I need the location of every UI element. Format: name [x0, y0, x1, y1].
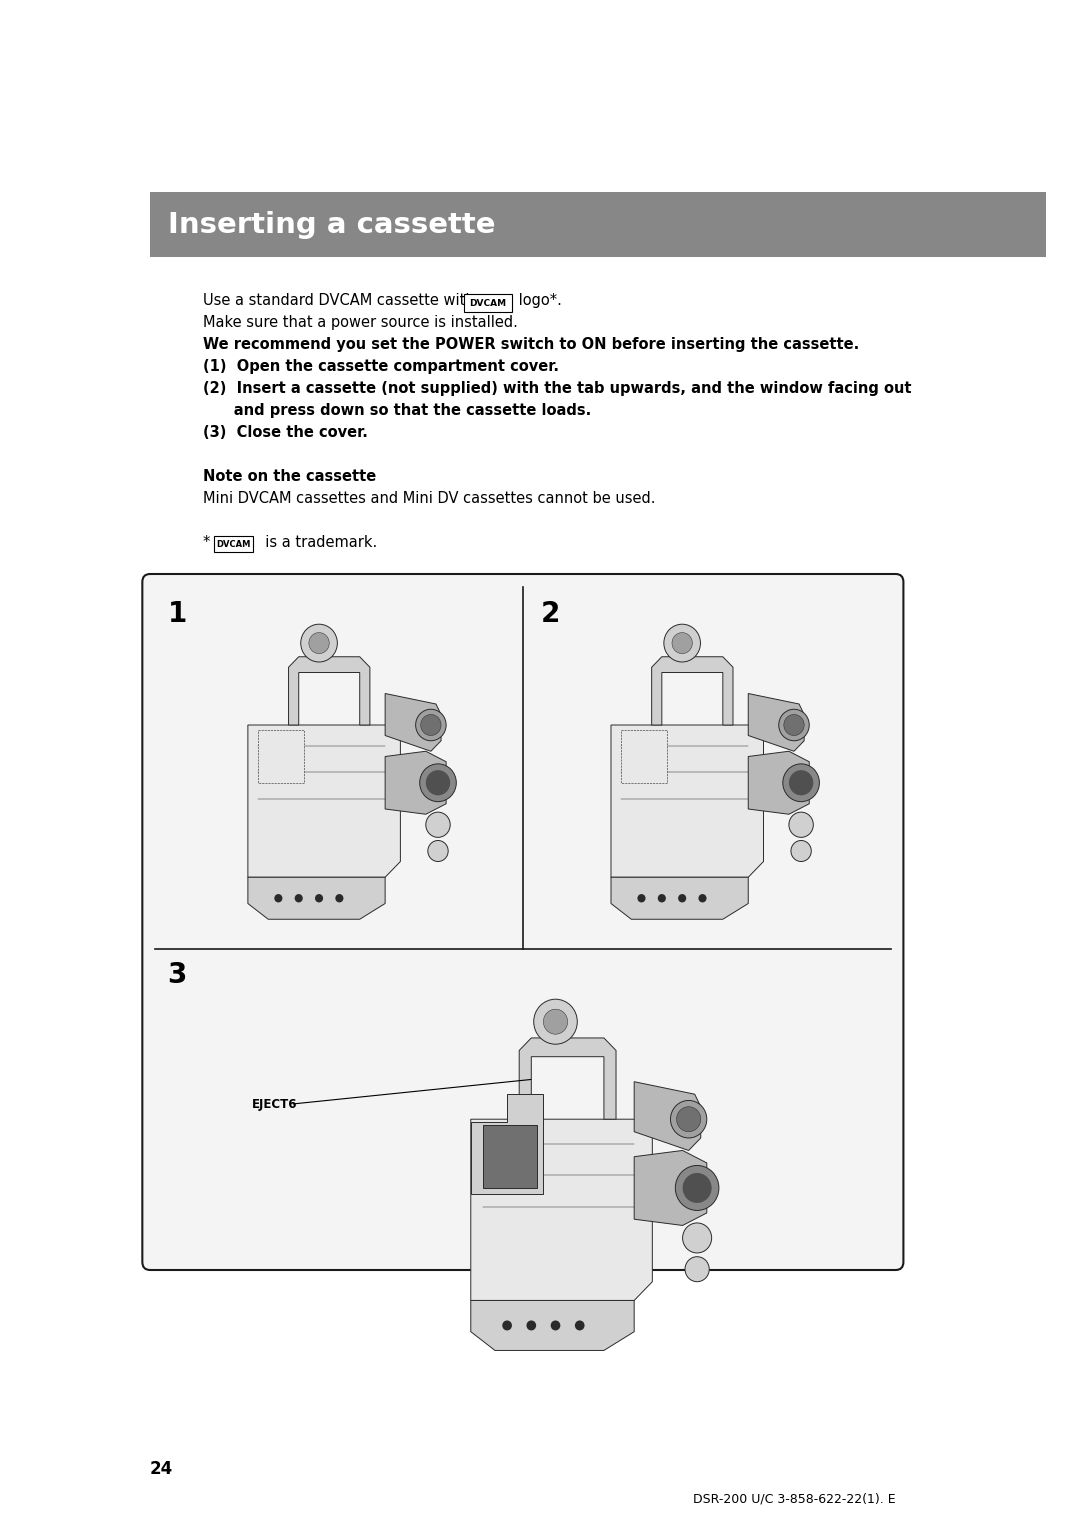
Circle shape	[575, 1320, 584, 1331]
Polygon shape	[471, 1094, 543, 1195]
Circle shape	[779, 709, 809, 741]
Polygon shape	[634, 1082, 701, 1151]
Circle shape	[426, 813, 450, 837]
Text: is a trademark.: is a trademark.	[256, 535, 377, 550]
Text: (1)  Open the cassette compartment cover.: (1) Open the cassette compartment cover.	[203, 359, 559, 374]
Circle shape	[683, 1174, 712, 1203]
Circle shape	[309, 633, 329, 654]
Polygon shape	[471, 1300, 634, 1351]
Bar	[483, 1126, 538, 1187]
Circle shape	[791, 840, 811, 862]
Text: (2)  Insert a cassette (not supplied) with the tab upwards, and the window facin: (2) Insert a cassette (not supplied) wit…	[203, 380, 912, 396]
Circle shape	[428, 840, 448, 862]
Circle shape	[551, 1320, 561, 1331]
Circle shape	[678, 894, 686, 903]
Circle shape	[300, 625, 337, 662]
Text: Make sure that a power source is installed.: Make sure that a power source is install…	[203, 315, 518, 330]
Bar	[258, 730, 303, 782]
Circle shape	[335, 894, 343, 903]
Circle shape	[658, 894, 666, 903]
FancyBboxPatch shape	[143, 575, 903, 1270]
Text: DVCAM: DVCAM	[216, 539, 251, 549]
Circle shape	[315, 894, 323, 903]
Circle shape	[699, 894, 706, 903]
Circle shape	[295, 894, 302, 903]
Polygon shape	[288, 657, 369, 724]
Circle shape	[671, 1100, 706, 1138]
Circle shape	[675, 1166, 719, 1210]
Circle shape	[421, 715, 441, 735]
Text: 24: 24	[150, 1459, 173, 1478]
Polygon shape	[748, 694, 805, 752]
Circle shape	[274, 894, 283, 903]
Polygon shape	[519, 1038, 616, 1118]
Circle shape	[784, 715, 805, 735]
Polygon shape	[386, 752, 446, 814]
Text: 3: 3	[167, 961, 187, 989]
Polygon shape	[748, 752, 809, 814]
Text: Inserting a cassette: Inserting a cassette	[167, 211, 495, 238]
Text: (3)  Close the cover.: (3) Close the cover.	[203, 425, 368, 440]
Text: *: *	[203, 535, 215, 550]
Circle shape	[788, 770, 813, 796]
Polygon shape	[386, 694, 441, 752]
Bar	[621, 730, 667, 782]
Circle shape	[637, 894, 646, 903]
Text: We recommend you set the POWER switch to ON before inserting the cassette.: We recommend you set the POWER switch to…	[203, 338, 860, 351]
Text: DSR-200 U/C 3-858-622-22(1). E: DSR-200 U/C 3-858-622-22(1). E	[693, 1493, 895, 1507]
Circle shape	[664, 625, 701, 662]
Circle shape	[676, 1106, 701, 1132]
Text: logo*.: logo*.	[514, 293, 562, 309]
Polygon shape	[634, 1151, 706, 1225]
Circle shape	[502, 1320, 512, 1331]
Circle shape	[526, 1320, 536, 1331]
Circle shape	[543, 1008, 568, 1034]
Circle shape	[416, 709, 446, 741]
Circle shape	[683, 1222, 712, 1253]
Circle shape	[672, 633, 692, 654]
Polygon shape	[611, 877, 748, 920]
Text: EJECT6: EJECT6	[252, 1097, 297, 1111]
Polygon shape	[248, 877, 386, 920]
Text: DVCAM: DVCAM	[470, 298, 507, 307]
FancyBboxPatch shape	[463, 293, 512, 312]
Text: Use a standard DVCAM cassette with: Use a standard DVCAM cassette with	[203, 293, 475, 309]
Text: Note on the cassette: Note on the cassette	[203, 469, 377, 484]
Text: 2: 2	[540, 601, 559, 628]
Circle shape	[534, 999, 578, 1044]
Circle shape	[783, 764, 820, 802]
Circle shape	[685, 1256, 710, 1282]
Circle shape	[788, 813, 813, 837]
Circle shape	[420, 764, 457, 802]
Polygon shape	[611, 724, 764, 877]
Bar	[150, 193, 1045, 257]
Text: Mini DVCAM cassettes and Mini DV cassettes cannot be used.: Mini DVCAM cassettes and Mini DV cassett…	[203, 490, 656, 506]
Polygon shape	[248, 724, 401, 877]
FancyBboxPatch shape	[214, 536, 253, 552]
Text: and press down so that the cassette loads.: and press down so that the cassette load…	[203, 403, 592, 419]
Polygon shape	[651, 657, 733, 724]
Circle shape	[426, 770, 450, 796]
Polygon shape	[471, 1118, 652, 1300]
Text: 1: 1	[167, 601, 187, 628]
